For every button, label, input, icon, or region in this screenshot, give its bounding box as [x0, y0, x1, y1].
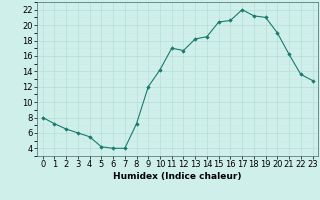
X-axis label: Humidex (Indice chaleur): Humidex (Indice chaleur)	[113, 172, 242, 181]
